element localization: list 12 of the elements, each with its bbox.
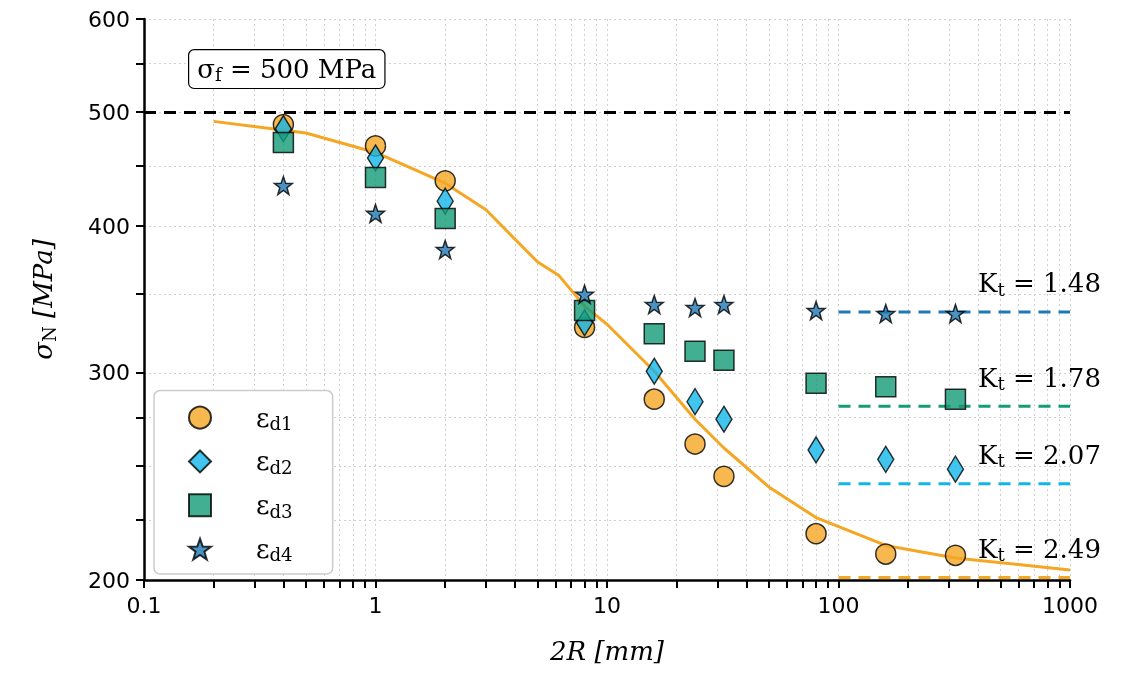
y-tick-label: 300 — [88, 360, 130, 386]
x-tick-label: 1000 — [1042, 592, 1098, 618]
y-tick-label: 600 — [88, 6, 130, 32]
x-tick-label: 10 — [593, 592, 621, 618]
y-tick-label: 400 — [88, 213, 130, 239]
x-tick-label: 1 — [368, 592, 383, 618]
x-tick-label: 100 — [817, 592, 860, 618]
y-axis-title: σN [MPa] — [28, 238, 60, 360]
y-tick-label: 500 — [88, 99, 130, 125]
x-axis-title: 2R [mm] — [549, 636, 665, 666]
x-tick-label: 0.1 — [126, 592, 162, 618]
y-tick-label: 200 — [88, 567, 130, 593]
